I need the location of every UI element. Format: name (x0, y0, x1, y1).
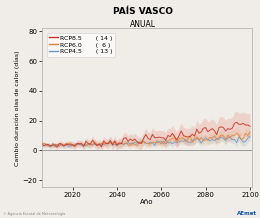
Y-axis label: Cambio duración olas de calor (días): Cambio duración olas de calor (días) (14, 50, 20, 166)
Legend: RCP8.5       ( 14 ), RCP6.0       (  6 ), RCP4.5       ( 13 ): RCP8.5 ( 14 ), RCP6.0 ( 6 ), RCP4.5 ( 13… (47, 33, 115, 57)
Text: AEmet: AEmet (237, 211, 257, 216)
Text: © Agencia Estatal de Meteorología: © Agencia Estatal de Meteorología (3, 212, 65, 216)
X-axis label: Año: Año (140, 199, 154, 205)
Text: PAÍS VASCO: PAÍS VASCO (113, 7, 173, 15)
Text: ANUAL: ANUAL (130, 20, 156, 29)
